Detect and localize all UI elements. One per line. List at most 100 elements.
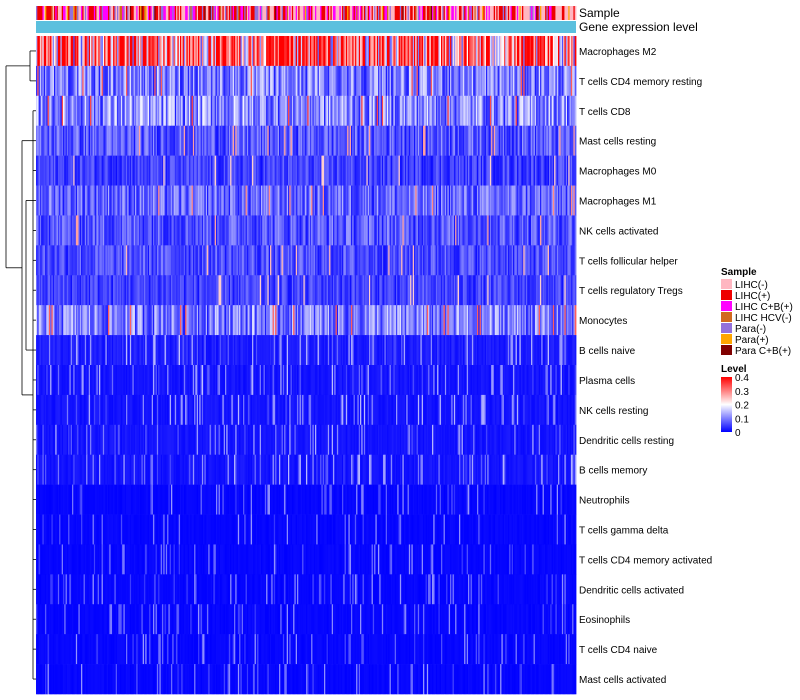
heatmap-cell bbox=[331, 95, 334, 127]
heatmap-cell bbox=[412, 185, 415, 216]
heatmap-cell bbox=[267, 245, 270, 276]
heatmap-cell bbox=[253, 95, 255, 127]
heatmap-cell bbox=[79, 215, 82, 246]
heatmap-cell bbox=[367, 275, 370, 306]
heatmap-cell bbox=[173, 305, 176, 336]
heatmap-cell bbox=[82, 305, 84, 336]
heatmap-cell bbox=[183, 65, 186, 97]
heatmap-cell bbox=[155, 36, 158, 67]
heatmap-cell bbox=[95, 215, 97, 246]
heatmap-cell bbox=[213, 275, 216, 306]
sample-annotation-cell bbox=[432, 6, 434, 20]
heatmap-cell bbox=[363, 275, 366, 306]
sample-annotation-cell bbox=[546, 6, 549, 20]
heatmap-cell bbox=[93, 95, 96, 127]
heatmap-cell bbox=[501, 155, 504, 186]
heatmap-cell bbox=[293, 155, 295, 186]
heatmap-cell bbox=[468, 305, 470, 336]
heatmap-cell bbox=[108, 65, 110, 97]
heatmap-cell bbox=[572, 125, 574, 156]
heatmap-cell bbox=[513, 65, 515, 97]
heatmap-cell bbox=[462, 65, 465, 97]
heatmap-cell bbox=[276, 125, 279, 156]
heatmap-cell bbox=[536, 95, 538, 127]
heatmap-cell bbox=[394, 245, 397, 276]
heatmap-cell bbox=[552, 185, 555, 216]
heatmap-cell bbox=[48, 215, 51, 246]
heatmap-cell bbox=[216, 155, 218, 186]
sample-annotation-cell bbox=[403, 6, 406, 20]
heatmap-cell bbox=[470, 305, 473, 336]
heatmap-cell bbox=[137, 155, 140, 186]
heatmap-cell bbox=[343, 95, 345, 127]
heatmap-cell bbox=[486, 125, 488, 156]
heatmap-cell bbox=[195, 95, 198, 127]
heatmap-cell bbox=[282, 275, 285, 306]
heatmap-cell bbox=[137, 185, 140, 216]
sample-annotation-cell bbox=[198, 6, 200, 20]
sample-annotation-cell bbox=[559, 6, 561, 20]
heatmap-cell bbox=[496, 275, 498, 306]
heatmap-cell bbox=[102, 275, 105, 306]
heatmap-cell bbox=[532, 185, 534, 216]
heatmap-cell bbox=[474, 215, 477, 246]
heatmap-cell bbox=[361, 125, 363, 156]
heatmap-cell bbox=[572, 155, 574, 186]
heatmap-cell bbox=[311, 215, 313, 246]
heatmap-cell bbox=[272, 245, 275, 276]
heatmap-cell bbox=[433, 245, 435, 276]
heatmap-cell bbox=[257, 125, 259, 156]
heatmap-cell bbox=[82, 185, 84, 216]
heatmap-cell bbox=[522, 155, 524, 186]
heatmap-cell bbox=[186, 65, 189, 97]
heatmap-cell bbox=[468, 245, 470, 276]
heatmap-cell bbox=[353, 185, 356, 216]
heatmap-cell bbox=[261, 65, 263, 97]
heatmap-cell bbox=[452, 95, 455, 127]
heatmap-cell bbox=[402, 185, 405, 216]
heatmap-cell bbox=[407, 36, 410, 67]
sample-annotation-cell bbox=[145, 6, 147, 20]
heatmap-cell bbox=[410, 215, 412, 246]
heatmap-cell bbox=[172, 125, 174, 156]
heatmap-cell bbox=[534, 245, 537, 276]
heatmap-cell bbox=[432, 155, 434, 186]
heatmap-cell bbox=[138, 215, 141, 246]
heatmap-cell bbox=[439, 36, 442, 67]
heatmap-cell bbox=[123, 155, 126, 186]
heatmap-cell bbox=[255, 155, 258, 186]
heatmap-cell bbox=[263, 245, 266, 276]
heatmap-cell bbox=[185, 305, 187, 336]
heatmap-cell bbox=[199, 215, 201, 246]
heatmap-cell bbox=[239, 185, 241, 216]
heatmap-cell bbox=[438, 305, 441, 336]
sample-annotation-cell bbox=[78, 6, 81, 20]
heatmap-cell bbox=[316, 305, 318, 336]
heatmap-cell bbox=[51, 305, 54, 336]
sample-annotation-cell bbox=[151, 6, 154, 20]
heatmap-cell bbox=[106, 95, 109, 127]
heatmap-cell bbox=[533, 185, 536, 216]
heatmap-cell bbox=[298, 275, 300, 306]
heatmap-cell bbox=[448, 65, 451, 97]
heatmap-cell bbox=[529, 185, 532, 216]
heatmap-cell bbox=[97, 185, 100, 216]
heatmap-cell bbox=[338, 275, 340, 306]
heatmap-cell bbox=[329, 245, 331, 276]
sample-annotation-cell bbox=[315, 6, 317, 20]
heatmap-cell bbox=[392, 245, 394, 276]
heatmap-cell bbox=[519, 155, 522, 186]
heatmap-cell bbox=[214, 215, 217, 246]
heatmap-cell bbox=[381, 305, 384, 336]
heatmap-cell bbox=[240, 275, 243, 306]
sample-annotation-cell bbox=[105, 6, 108, 20]
heatmap-cell bbox=[432, 185, 434, 216]
heatmap-cell bbox=[213, 215, 216, 246]
heatmap-cell bbox=[447, 245, 450, 276]
heatmap-cell bbox=[487, 305, 489, 336]
heatmap-cell bbox=[447, 95, 450, 127]
heatmap-cell bbox=[308, 125, 311, 156]
heatmap-cell bbox=[111, 185, 114, 216]
heatmap-cell bbox=[330, 155, 333, 186]
heatmap-cell bbox=[501, 215, 504, 246]
